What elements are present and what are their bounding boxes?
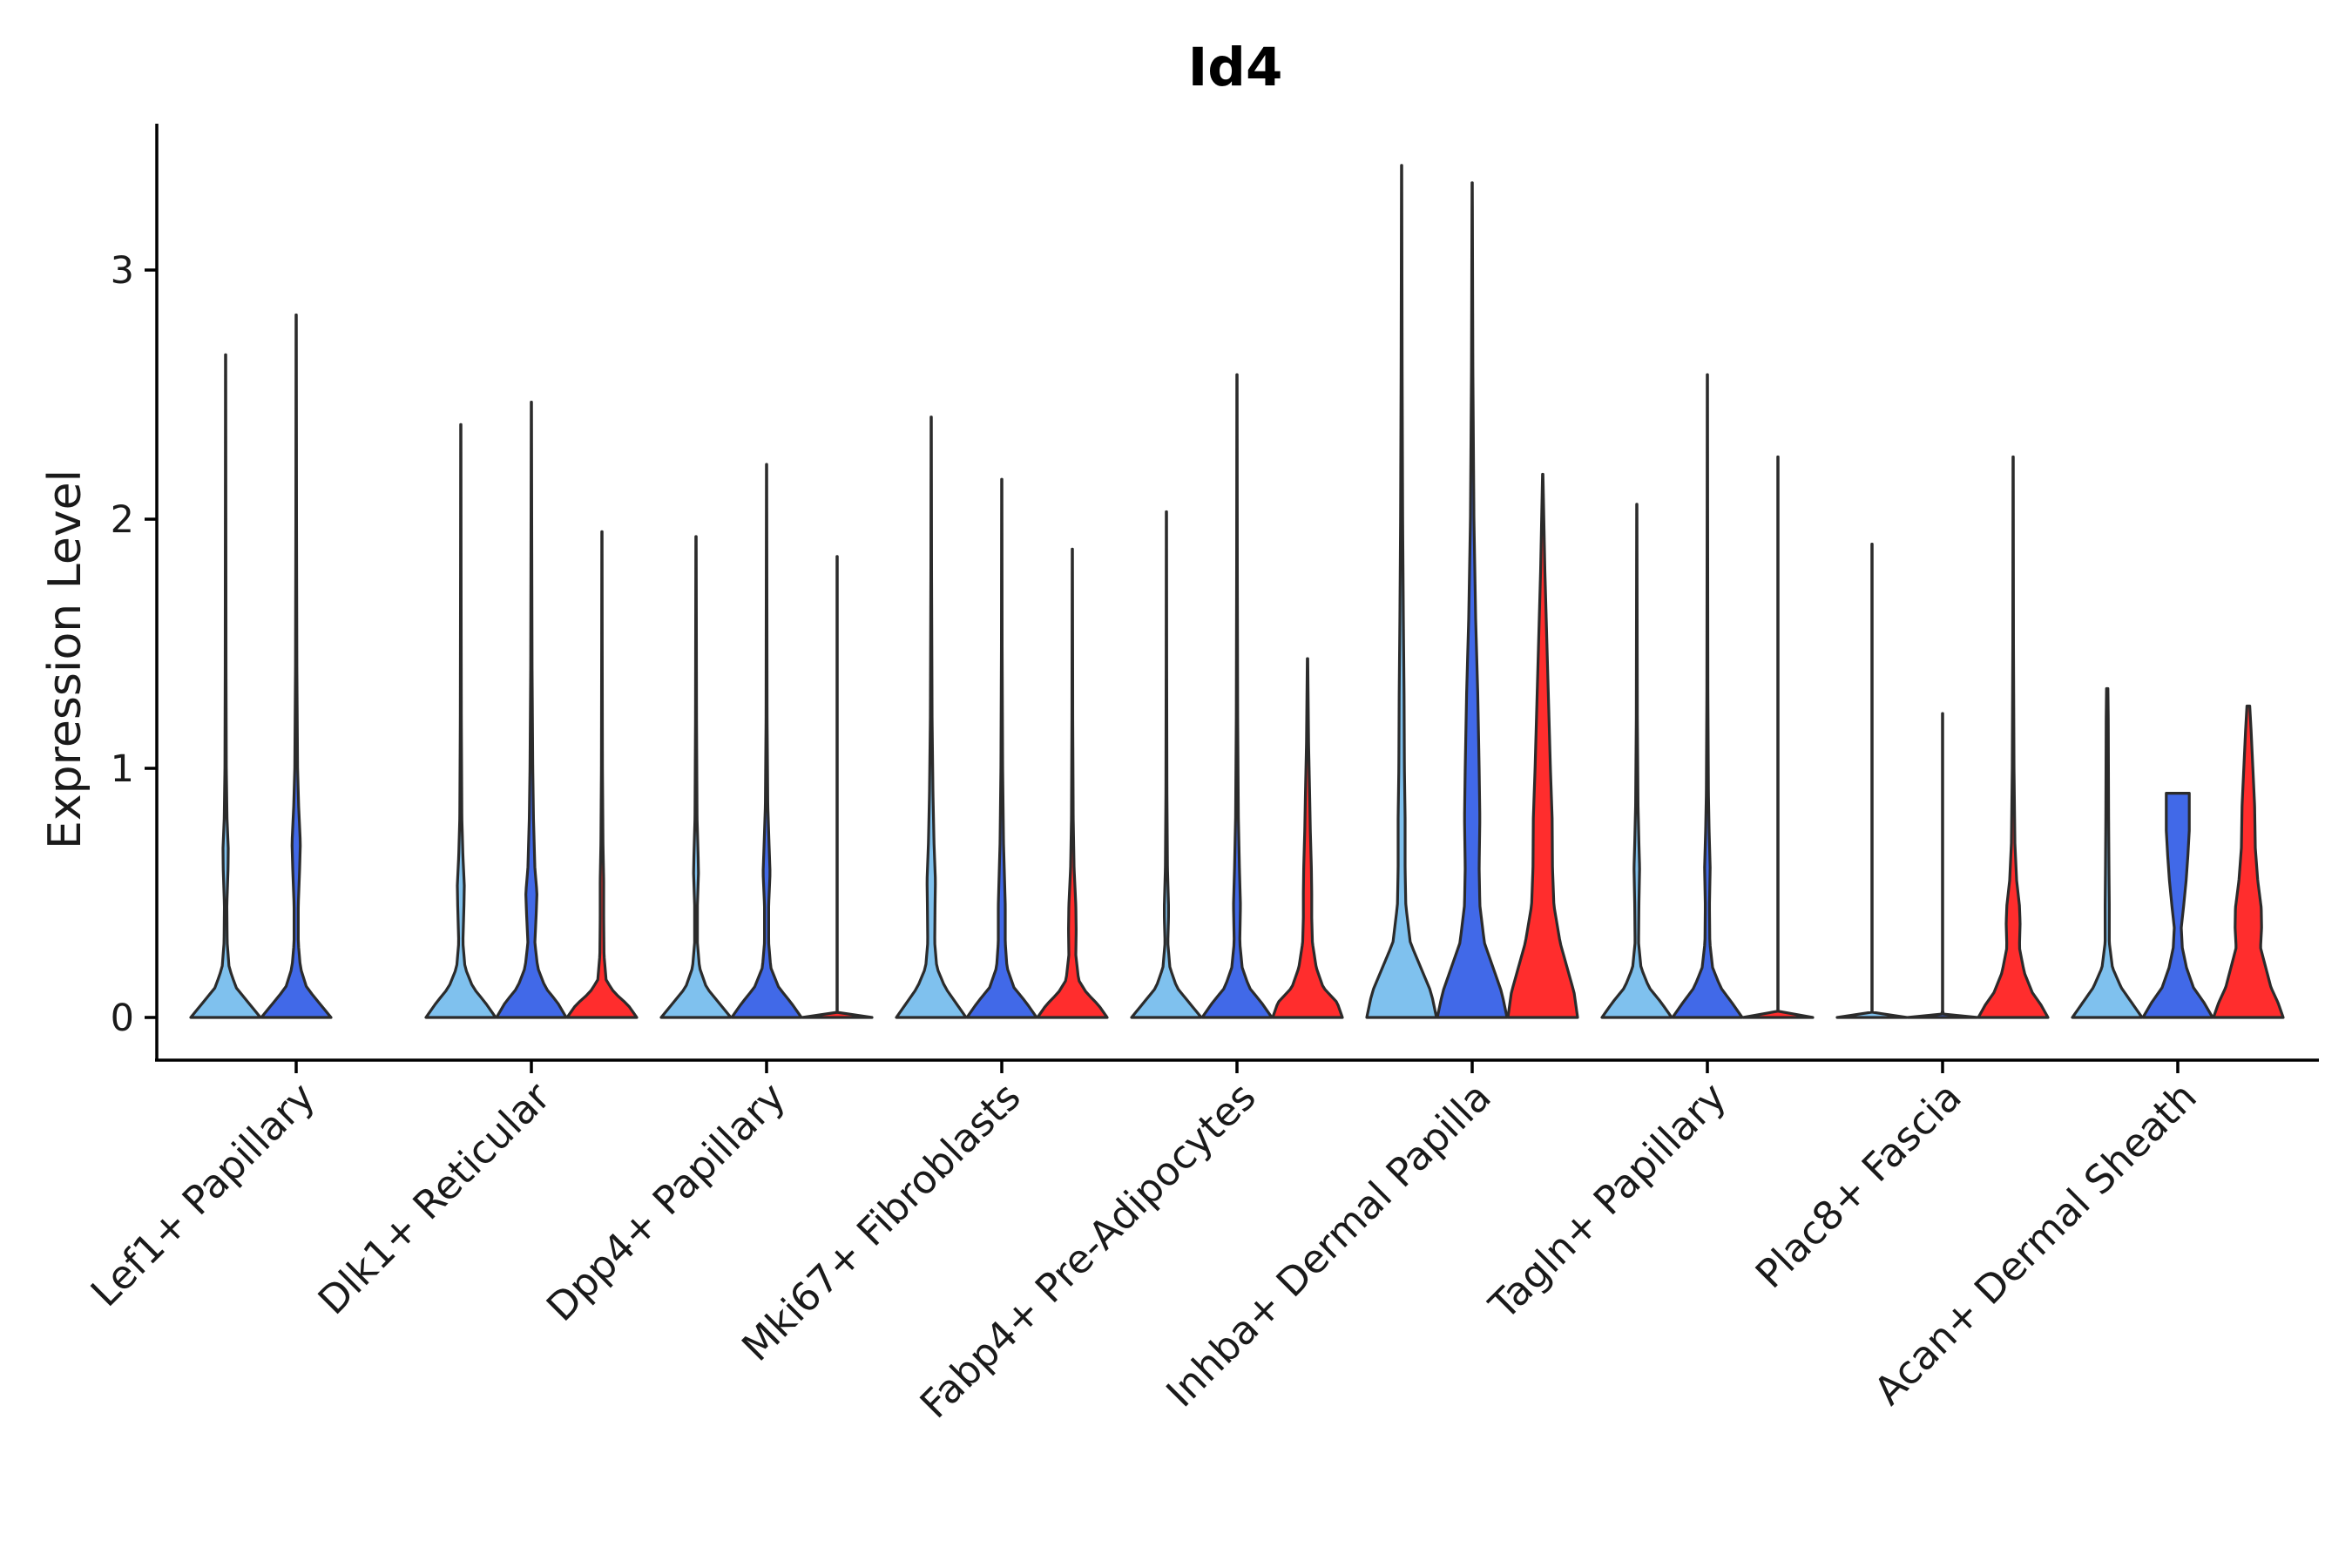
violin-1-1 xyxy=(189,353,262,1019)
violin-6-2 xyxy=(1436,181,1509,1019)
violin-group xyxy=(189,164,2285,1019)
x-tick-label: Plac8+ Fascia xyxy=(1747,1073,1970,1297)
x-tick-label: Dlk1+ Reticular xyxy=(309,1073,559,1323)
violin-2-1 xyxy=(424,422,497,1019)
violin-4-3 xyxy=(1036,547,1109,1019)
y-axis: 0 1 2 3 xyxy=(111,124,159,1060)
violin-4-2 xyxy=(965,477,1038,1019)
y-tick-label: 0 xyxy=(111,997,134,1040)
y-tick-label: 2 xyxy=(111,498,134,542)
violin-5-3 xyxy=(1271,657,1344,1019)
violin-2-2 xyxy=(495,400,568,1019)
violin-3-3 xyxy=(801,555,874,1019)
violin-6-3 xyxy=(1506,472,1579,1019)
y-tick-label: 1 xyxy=(111,747,134,791)
violin-6-1 xyxy=(1365,164,1438,1019)
violin-5-1 xyxy=(1130,510,1203,1019)
x-tick-label: Tagln+ Papillary xyxy=(1480,1073,1735,1328)
chart-title: Id4 xyxy=(1188,37,1283,98)
violin-8-2 xyxy=(1906,712,1979,1019)
x-tick-label: Lef1+ Papillary xyxy=(82,1073,324,1315)
violin-4-1 xyxy=(895,416,968,1019)
violin-9-1 xyxy=(2071,686,2144,1019)
y-axis-label: Expression Level xyxy=(39,470,91,849)
violin-9-3 xyxy=(2212,704,2285,1019)
violin-7-3 xyxy=(1741,455,1815,1019)
violin-9-2 xyxy=(2141,792,2214,1019)
violin-7-1 xyxy=(1600,503,1673,1019)
x-tick-label: Dpp4+ Papillary xyxy=(537,1073,794,1330)
violin-3-1 xyxy=(659,535,733,1019)
violin-7-2 xyxy=(1671,373,1744,1019)
violin-8-1 xyxy=(1835,543,1909,1019)
violin-3-2 xyxy=(730,463,803,1019)
violin-8-3 xyxy=(1977,455,2050,1019)
violin-2-3 xyxy=(565,530,639,1019)
violin-5-2 xyxy=(1200,373,1274,1019)
violin-1-2 xyxy=(260,313,333,1019)
y-tick-label: 3 xyxy=(111,249,134,293)
